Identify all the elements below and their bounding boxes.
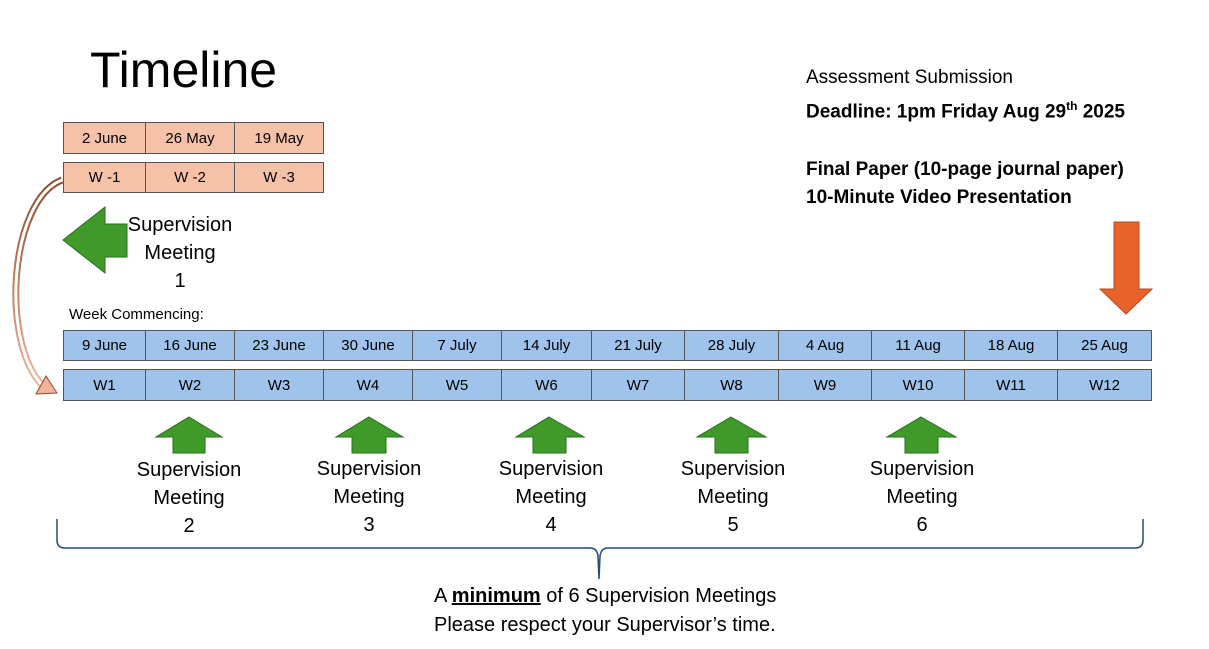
footer-pre: A [434,585,452,607]
week-label: W1 [63,369,146,401]
week-date: 7 July [412,330,502,361]
meeting-line1: Supervision [136,459,242,481]
week-date: 21 July [591,330,685,361]
meeting-number: 1 [174,270,186,292]
meeting-label-4: Supervision Meeting 4 [461,455,641,539]
week-date: 30 June [323,330,413,361]
week-label: W10 [871,369,965,401]
week-label: W7 [591,369,685,401]
curly-brace [56,519,1144,580]
up-arrow-icon [334,416,405,454]
down-arrow-icon [1098,221,1154,315]
left-arrow-icon [62,205,128,275]
week-label: W2 [145,369,235,401]
week-label: W11 [964,369,1058,401]
deadline-ordinal: th [1066,99,1078,113]
meeting-line2: Meeting [153,487,225,509]
meeting-line2: Meeting [515,486,587,508]
footer-line1: A minimum of 6 Supervision Meetings [434,582,776,611]
week-commencing-label: Week Commencing: [69,306,204,323]
week-date: 4 Aug [778,330,872,361]
meeting-line2: Meeting [333,486,405,508]
week-date: 14 July [501,330,592,361]
meeting-label-5: Supervision Meeting 5 [643,455,823,539]
meeting-label-2: Supervision Meeting 2 [99,456,279,540]
meeting-line2: Meeting [144,242,216,264]
page-title: Timeline [90,42,278,98]
assessment-item-paper: Final Paper (10-page journal paper) [806,159,1124,181]
assessment-deadline: Deadline: 1pm Friday Aug 29th 2025 [806,92,1125,126]
meeting-number: 3 [363,514,375,536]
meeting-number: 5 [727,514,739,536]
meeting-number: 6 [916,514,928,536]
meeting-label-6: Supervision Meeting 6 [832,455,1012,539]
assessment-heading: Assessment Submission [806,67,1013,88]
assessment-block: Assessment Submission Deadline: 1pm Frid… [806,64,1125,212]
footer-emphasis: minimum [451,585,541,607]
meeting-label-3: Supervision Meeting 3 [279,455,459,539]
meeting-line2: Meeting [697,486,769,508]
meeting-line1: Supervision [680,458,786,480]
week-label: W8 [684,369,779,401]
meeting-label-1: Supervision Meeting 1 [90,211,270,295]
meeting-line1: Supervision [869,458,975,480]
deadline-prefix: Deadline: 1pm Friday Aug 29 [806,101,1067,123]
week-label: W3 [234,369,324,401]
curved-arrow-icon [12,176,64,395]
up-arrow-icon [154,416,224,454]
week-date: 23 June [234,330,324,361]
up-arrow-icon [514,416,586,454]
week-date: 28 July [684,330,779,361]
meeting-line1: Supervision [316,458,422,480]
week-label: W5 [412,369,502,401]
assessment-item-video: 10-Minute Video Presentation [806,187,1072,209]
up-arrow-icon [885,416,958,454]
week-date: 9 June [63,330,146,361]
pre-week-date: 2 June [63,122,146,154]
meeting-line1: Supervision [127,214,233,236]
meeting-number: 4 [545,514,557,536]
week-date: 25 Aug [1057,330,1152,361]
up-arrow-icon [695,416,768,454]
pre-week-label: W -3 [234,162,324,193]
week-date: 18 Aug [964,330,1058,361]
week-date: 11 Aug [871,330,965,361]
week-date: 16 June [145,330,235,361]
week-label: W12 [1057,369,1152,401]
meeting-number: 2 [183,515,195,537]
footer-post: of 6 Supervision Meetings [540,585,777,607]
week-label: W9 [778,369,872,401]
deadline-suffix: 2025 [1077,101,1125,123]
footer-note: A minimum of 6 Supervision Meetings Plea… [434,582,776,640]
week-label: W6 [501,369,592,401]
meeting-line1: Supervision [498,458,604,480]
meeting-line2: Meeting [886,486,958,508]
footer-line2: Please respect your Supervisor’s time. [434,614,776,636]
pre-week-date: 19 May [234,122,324,154]
